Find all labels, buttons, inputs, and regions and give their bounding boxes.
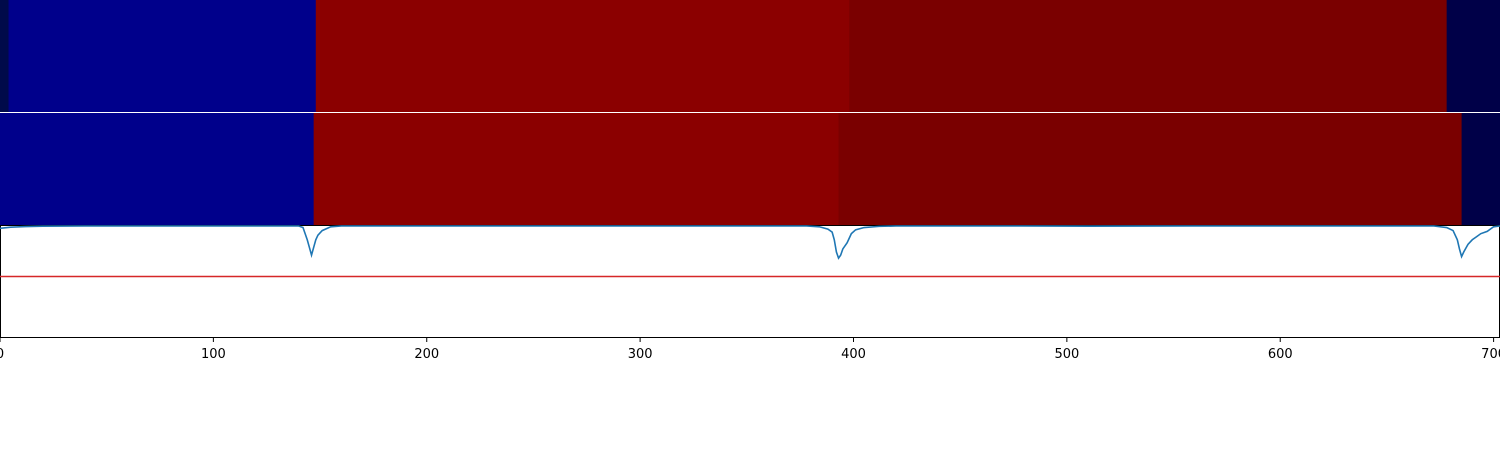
segment-row-2-2 — [313, 113, 840, 225]
segment-row-1-2 — [8, 0, 317, 112]
x-tick-label-100: 100 — [201, 347, 226, 362]
segment-row-2-3 — [838, 113, 1463, 225]
segment-row-1-4 — [849, 0, 1448, 112]
segment-row-1-5 — [1446, 0, 1500, 112]
x-tick-label-200: 200 — [414, 347, 439, 362]
segment-row-2-4 — [1461, 113, 1500, 225]
curve-panel-frame — [0, 225, 1500, 338]
x-tick-label-600: 600 — [1268, 347, 1293, 362]
segment-row-1-1 — [0, 0, 10, 112]
x-tick-label-700: 700 — [1481, 347, 1500, 362]
segment-rows — [0, 0, 1500, 225]
x-tick-label-500: 500 — [1054, 347, 1079, 362]
x-tick-label-300: 300 — [628, 347, 653, 362]
x-axis-ticks: 0 100 200 300 400 500 600 700 — [0, 338, 1500, 362]
segment-row-1-3 — [315, 0, 850, 112]
x-tick-label-400: 400 — [841, 347, 866, 362]
segment-row-2-1 — [0, 113, 315, 225]
curve-line — [0, 225, 1500, 260]
x-tick-label-0: 0 — [0, 347, 4, 362]
